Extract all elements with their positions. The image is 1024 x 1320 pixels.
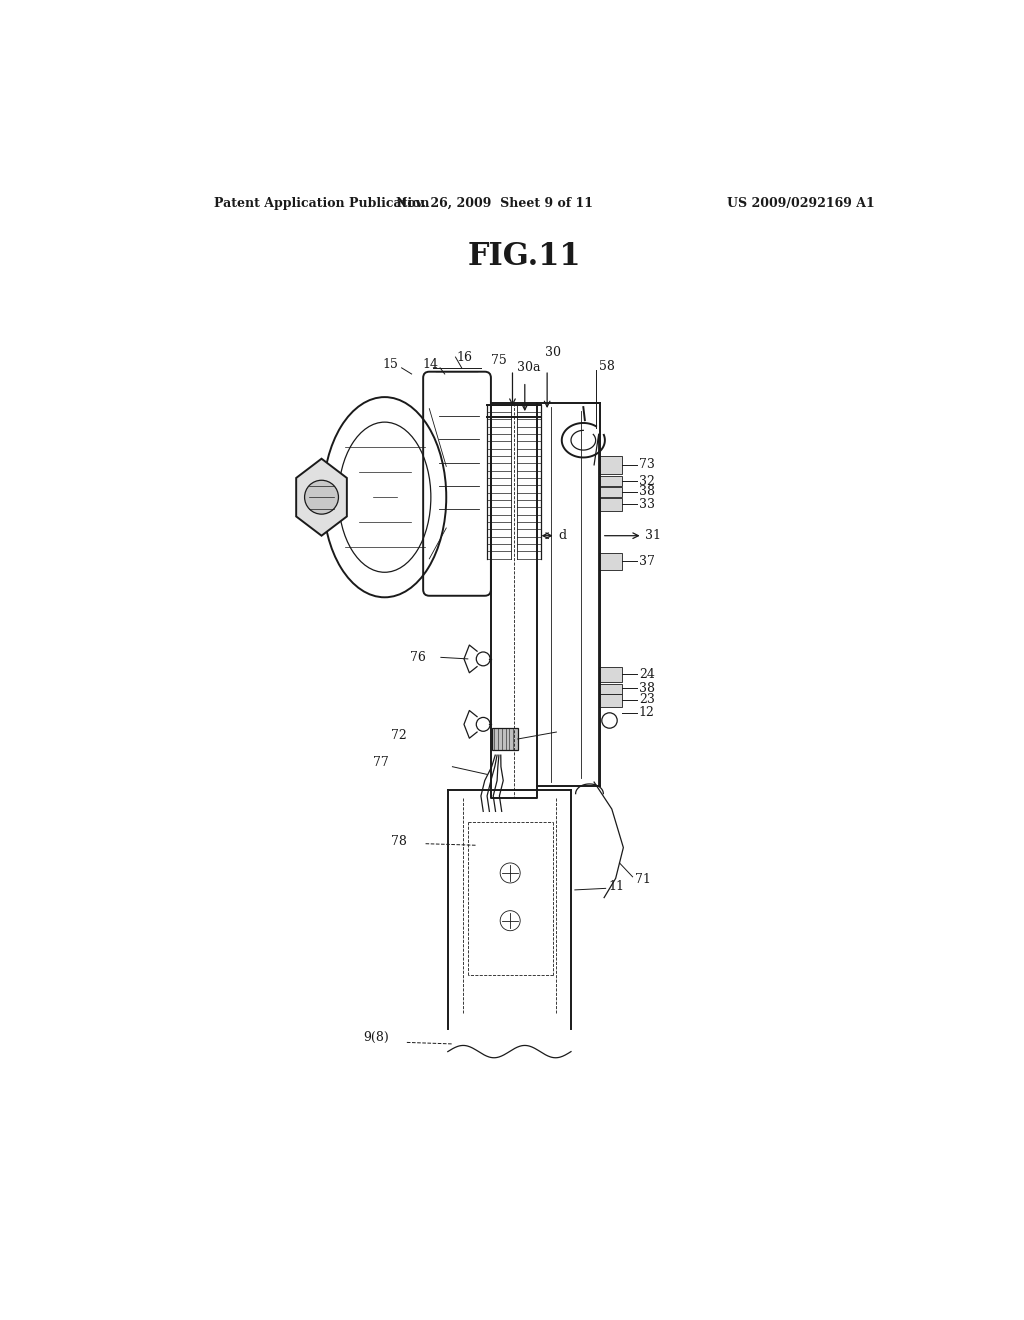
Text: 58: 58 [599, 360, 614, 372]
Circle shape [304, 480, 339, 515]
Text: 9(8): 9(8) [364, 1031, 389, 1044]
Bar [599, 498, 622, 511]
Bar [599, 694, 622, 706]
Text: 77: 77 [373, 756, 389, 770]
Bar [599, 553, 622, 570]
Text: 16: 16 [457, 351, 473, 363]
Text: 30: 30 [545, 346, 560, 359]
Text: 24: 24 [639, 668, 654, 681]
Text: FIG.11: FIG.11 [468, 242, 582, 272]
Bar [599, 667, 622, 682]
Text: 14: 14 [423, 358, 439, 371]
Bar [599, 487, 622, 498]
Text: 71: 71 [635, 874, 651, 887]
Text: 76: 76 [410, 651, 426, 664]
Text: 15: 15 [383, 358, 398, 371]
Bar [599, 455, 622, 474]
Bar [599, 475, 622, 487]
Text: 38: 38 [639, 681, 654, 694]
Text: 38: 38 [639, 486, 654, 499]
Text: 37: 37 [639, 554, 654, 568]
Text: 32: 32 [639, 474, 654, 487]
Bar [493, 729, 518, 750]
Text: 73: 73 [639, 458, 654, 471]
Text: Nov. 26, 2009  Sheet 9 of 11: Nov. 26, 2009 Sheet 9 of 11 [395, 197, 593, 210]
Text: 23: 23 [639, 693, 654, 706]
Text: d: d [559, 529, 567, 543]
Polygon shape [296, 459, 347, 536]
Text: 75: 75 [490, 354, 507, 367]
Text: 12: 12 [639, 706, 654, 719]
Text: 31: 31 [645, 529, 660, 543]
Text: Patent Application Publication: Patent Application Publication [214, 197, 429, 210]
Text: 33: 33 [639, 498, 654, 511]
Text: 30a: 30a [517, 362, 541, 375]
Text: 72: 72 [391, 730, 407, 742]
Bar [599, 684, 622, 693]
Text: 78: 78 [391, 834, 407, 847]
Text: US 2009/0292169 A1: US 2009/0292169 A1 [727, 197, 874, 210]
Text: 11: 11 [608, 879, 624, 892]
